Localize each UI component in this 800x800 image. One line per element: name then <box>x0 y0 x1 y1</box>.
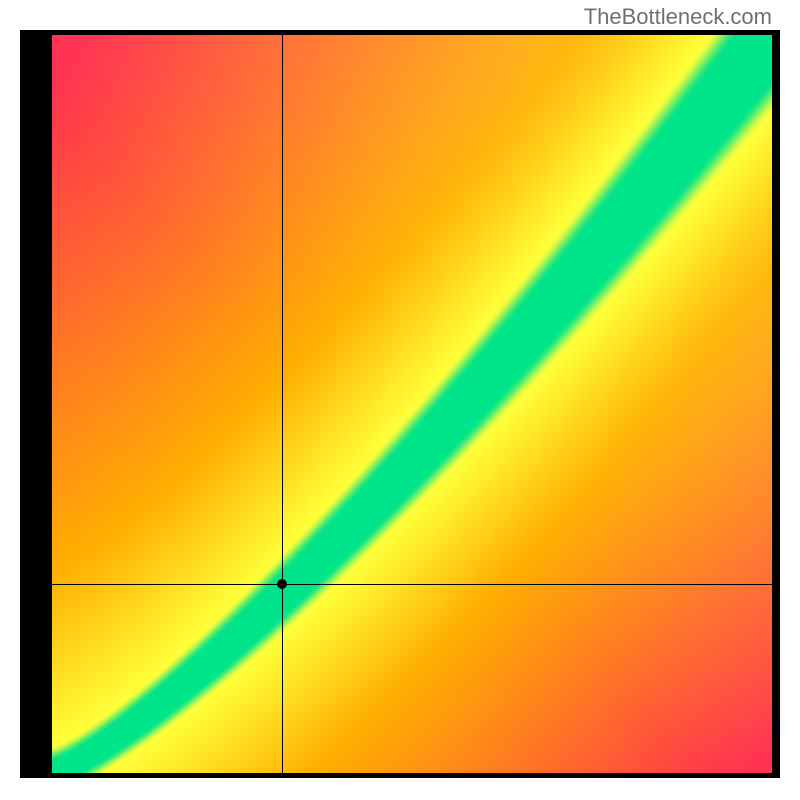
heatmap-canvas <box>52 35 772 773</box>
watermark-text: TheBottleneck.com <box>584 4 772 30</box>
marker-point <box>277 579 287 589</box>
heatmap-plot <box>52 35 772 773</box>
crosshair-horizontal <box>52 584 772 585</box>
chart-container: TheBottleneck.com <box>0 0 800 800</box>
crosshair-vertical <box>282 35 283 773</box>
